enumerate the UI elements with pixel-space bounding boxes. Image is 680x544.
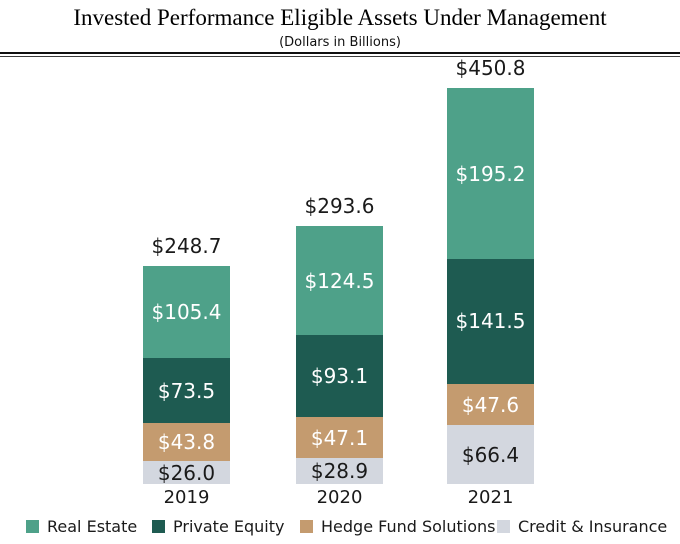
bar-total-label: $450.8 xyxy=(455,56,526,80)
bar-segment-hedge-fund-solutions: $43.8 xyxy=(143,422,230,462)
bar-segment-private-equity: $93.1 xyxy=(296,335,383,418)
segment-value-label: $141.5 xyxy=(455,309,526,334)
bar-total-label: $293.6 xyxy=(304,194,375,218)
segment-value-label: $66.4 xyxy=(461,442,520,467)
segment-value-label: $43.8 xyxy=(157,430,216,455)
segment-value-label: $105.4 xyxy=(151,300,222,325)
bar-segment-real-estate: $195.2 xyxy=(447,88,534,260)
segment-value-label: $47.1 xyxy=(310,425,369,450)
bar-2021: $195.2 $141.5 $47.6 $66.4 xyxy=(447,88,534,484)
bar-segment-credit-insurance: $28.9 xyxy=(296,458,383,484)
bar-segment-hedge-fund-solutions: $47.1 xyxy=(296,417,383,459)
segment-value-label: $28.9 xyxy=(310,459,369,484)
x-axis-label: 2019 xyxy=(163,487,210,508)
segment-value-label: $93.1 xyxy=(310,364,369,389)
bar-total-label: $248.7 xyxy=(151,234,222,258)
bar-segment-real-estate: $105.4 xyxy=(143,266,230,359)
bar-segment-private-equity: $141.5 xyxy=(447,259,534,384)
chart-title: Invested Performance Eligible Assets Und… xyxy=(73,5,607,30)
segment-value-label: $195.2 xyxy=(455,161,526,186)
header-divider-rule xyxy=(0,52,680,57)
segment-value-label: $47.6 xyxy=(461,392,520,417)
x-axis-label: 2021 xyxy=(467,487,514,508)
bar-segment-real-estate: $124.5 xyxy=(296,226,383,336)
bar-segment-hedge-fund-solutions: $47.6 xyxy=(447,383,534,426)
segment-value-label: $124.5 xyxy=(304,268,375,293)
chart-subtitle: (Dollars in Billions) xyxy=(279,35,401,50)
segment-value-label: $73.5 xyxy=(157,378,216,403)
bar-2019: $105.4 $73.5 $43.8 $26.0 xyxy=(143,266,230,484)
bar-segment-credit-insurance: $26.0 xyxy=(143,461,230,484)
segment-value-label: $26.0 xyxy=(157,460,216,485)
bar-2020: $124.5 $93.1 $47.1 $28.9 xyxy=(296,226,383,484)
bar-segment-credit-insurance: $66.4 xyxy=(447,425,534,484)
x-axis-label: 2020 xyxy=(316,487,363,508)
bar-segment-private-equity: $73.5 xyxy=(143,358,230,423)
